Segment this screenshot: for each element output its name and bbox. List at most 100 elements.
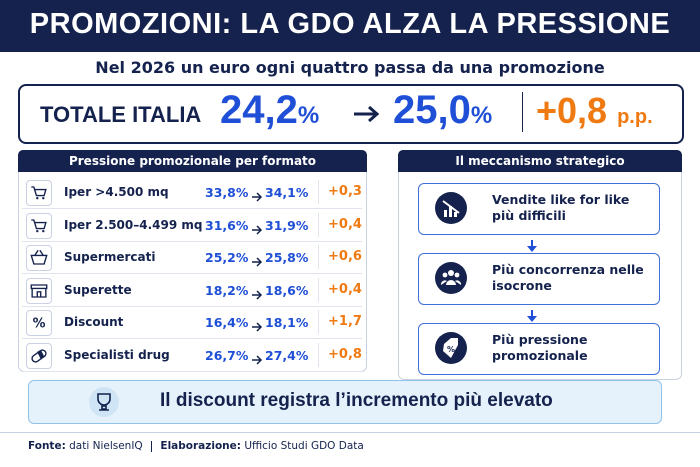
value: 25,0	[393, 88, 471, 132]
step-icon: %	[435, 332, 467, 368]
row-icon: %	[26, 310, 52, 336]
row-divider	[318, 310, 319, 334]
value-from: 31,6%	[205, 217, 249, 233]
delta: +0,3	[328, 184, 362, 199]
arrow-icon	[252, 322, 263, 332]
row-divider	[318, 245, 319, 269]
step-text: Più concorrenza nelle isocrone	[492, 262, 644, 293]
value-to: 34,1%	[265, 185, 309, 200]
value-to: 31,9%	[265, 217, 309, 233]
format-name: Iper >4.500 mq	[64, 185, 169, 199]
table-title: Pressione promozionale per formato	[18, 150, 367, 172]
format-name: Iper 2.500–4.499 mq	[64, 217, 203, 232]
delta: +0,4	[328, 216, 362, 232]
value-from: 16,4%	[205, 315, 249, 330]
row-icon	[26, 180, 52, 206]
format-name: Supermercati	[64, 250, 156, 264]
arrow	[251, 187, 263, 206]
table-row	[22, 241, 362, 274]
arrow-icon	[527, 240, 537, 252]
table-row	[22, 306, 362, 339]
table-row	[22, 209, 362, 242]
format-name: Superette	[64, 282, 132, 297]
value-to: 18,1%	[265, 315, 309, 330]
icon	[31, 348, 47, 363]
value: 24,2	[220, 88, 298, 132]
row-icon	[26, 277, 52, 304]
row-icon	[26, 245, 52, 271]
title: PROMOZIONI: LA GDO ALZA LA PRESSIONE	[29, 8, 671, 40]
icon	[31, 218, 47, 232]
row-divider	[318, 277, 319, 302]
table-row	[22, 176, 362, 209]
step-text: Vendite like for like più difficili	[492, 192, 630, 223]
trophy-icon	[89, 387, 119, 417]
total-label: TOTALE ITALIA	[40, 102, 202, 127]
source-label: Fonte:	[28, 440, 66, 452]
arrow	[251, 252, 263, 271]
delta: +0,4	[328, 281, 362, 297]
arrow-icon	[252, 354, 263, 365]
value-from: 25,2%	[205, 250, 249, 265]
separator	[151, 440, 153, 452]
format-name: Discount	[64, 315, 124, 329]
unit: %	[470, 102, 493, 129]
icon	[30, 249, 48, 265]
arrow-icon	[252, 289, 263, 300]
value-from: 33,8%	[205, 185, 249, 200]
value-from: 26,7%	[205, 347, 249, 363]
credit-label: Elaborazione:	[160, 440, 241, 452]
source: dati NielsenIQ	[69, 440, 143, 452]
credit: Ufficio Studi GDO Data	[244, 440, 364, 452]
value-to: 25,8%	[265, 250, 309, 265]
row-divider	[318, 212, 319, 237]
down-arrow	[526, 237, 538, 256]
divider	[522, 92, 523, 132]
value-from: 18,2%	[205, 282, 249, 298]
step-text: Più pressione promozionale	[492, 332, 588, 363]
table-row	[22, 339, 362, 372]
total-delta: +0,8 p.p.	[536, 90, 653, 132]
delta: +1,7	[328, 314, 362, 329]
table-row	[22, 274, 362, 307]
icon	[30, 283, 48, 298]
callout-box	[28, 380, 662, 424]
arrow-icon	[527, 310, 537, 322]
row-divider	[318, 180, 319, 204]
icon	[435, 262, 467, 294]
mechanism-title: Il meccanismo strategico	[398, 150, 682, 172]
arrow	[251, 285, 263, 304]
arrow-icon	[252, 224, 263, 235]
unit: p.p.	[617, 106, 653, 128]
unit: %	[297, 102, 320, 129]
arrow	[251, 220, 263, 239]
down-arrow	[526, 307, 538, 326]
delta: +0,8	[328, 346, 362, 362]
callout: Il discount registra l’incremento più el…	[160, 390, 553, 411]
icon: %	[435, 332, 467, 364]
arrow-icon	[252, 192, 263, 202]
subtitle: Nel 2026 un euro ogni quattro passa da u…	[95, 58, 605, 77]
header-bar	[0, 0, 700, 52]
value-to: 27,4%	[265, 347, 309, 363]
arrow	[251, 350, 263, 369]
row-icon	[26, 212, 52, 239]
icon: %	[33, 316, 46, 331]
step-icon	[435, 192, 467, 228]
total-from: 24,2%	[220, 88, 319, 133]
format-name: Specialisti drug	[64, 347, 170, 362]
value-to: 18,6%	[265, 282, 309, 298]
icon	[435, 192, 467, 224]
value: +0,8	[536, 90, 608, 131]
arrow-icon	[252, 257, 263, 267]
arrow	[354, 105, 380, 123]
total-box	[18, 84, 684, 144]
step-icon	[435, 262, 467, 298]
svg-text:%: %	[33, 316, 46, 331]
arrow	[251, 317, 263, 336]
delta: +0,6	[328, 249, 362, 264]
svg-text:%: %	[447, 345, 455, 354]
icon	[31, 186, 47, 200]
footer-rule	[0, 432, 700, 433]
